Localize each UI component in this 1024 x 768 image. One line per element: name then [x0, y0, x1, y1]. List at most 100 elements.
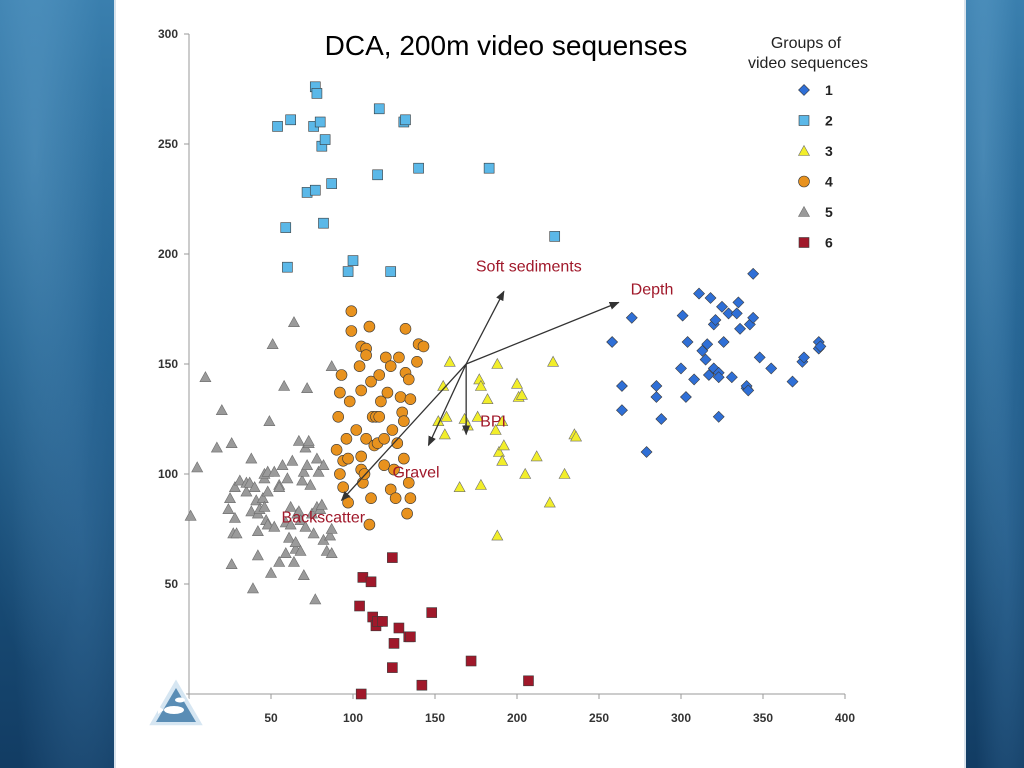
legend-label: 4 — [825, 174, 833, 190]
x-tick-label: 100 — [343, 711, 363, 725]
data-point-group-1 — [704, 292, 717, 304]
data-point-group-6 — [426, 607, 438, 618]
data-point-group-6 — [388, 638, 400, 649]
data-point-group-4 — [365, 375, 377, 388]
data-point-group-1 — [699, 353, 712, 366]
legend: 1 2 3 4 5 6 — [797, 82, 833, 251]
series-group-6 — [354, 552, 534, 700]
data-point-group-4 — [342, 496, 354, 509]
data-point-group-4 — [330, 443, 343, 456]
data-point-group-6 — [387, 662, 398, 673]
y-tick-label: 50 — [165, 577, 179, 591]
data-point-group-5 — [301, 459, 314, 471]
data-point-group-1 — [753, 351, 766, 364]
data-point-group-5 — [228, 481, 241, 493]
data-point-group-4 — [378, 432, 390, 445]
y-tick-label: 300 — [158, 27, 178, 41]
data-point-group-2 — [549, 231, 561, 242]
data-point-group-5 — [294, 544, 307, 556]
data-point-group-1 — [616, 380, 628, 392]
vector-label: Depth — [631, 281, 674, 298]
data-point-group-1 — [616, 404, 628, 417]
data-point-group-3 — [471, 410, 484, 422]
data-point-group-1 — [675, 362, 687, 375]
data-point-group-1 — [650, 380, 663, 392]
data-point-group-1 — [693, 287, 705, 300]
data-point-group-4 — [334, 468, 346, 480]
vector-label: Backscatter — [282, 509, 366, 526]
data-point-group-5 — [266, 338, 279, 350]
data-point-group-6 — [377, 616, 388, 627]
data-point-group-5 — [223, 492, 237, 504]
data-point-group-2 — [326, 178, 337, 189]
data-point-group-5 — [307, 527, 320, 539]
data-point-group-1 — [712, 410, 725, 423]
data-point-group-4 — [360, 432, 372, 445]
data-point-group-5 — [312, 465, 325, 477]
data-point-group-1 — [717, 336, 730, 348]
data-point-group-5 — [251, 549, 264, 561]
legend-label: 5 — [825, 204, 833, 220]
data-point-group-3 — [519, 467, 532, 479]
data-point-group-5 — [292, 434, 305, 446]
data-point-group-5 — [261, 485, 274, 497]
chart-title: DCA, 200m video sequenses — [325, 30, 688, 61]
data-point-group-4 — [384, 360, 397, 373]
data-point-group-5 — [302, 434, 315, 446]
legend-label: 3 — [825, 143, 833, 159]
data-point-group-4 — [402, 373, 415, 386]
series-group-1 — [606, 267, 827, 458]
data-point-group-1 — [681, 336, 694, 348]
data-point-group-1 — [722, 307, 735, 320]
data-point-group-6 — [416, 679, 428, 691]
data-point-group-6 — [393, 622, 405, 634]
data-point-group-2 — [483, 162, 495, 174]
data-point-group-1 — [798, 351, 810, 364]
data-point-group-2 — [319, 134, 331, 145]
data-point-group-4 — [345, 305, 358, 318]
data-point-group-4 — [358, 468, 371, 480]
data-point-group-6 — [387, 552, 398, 563]
data-points — [184, 81, 827, 700]
data-point-group-4 — [337, 481, 349, 494]
data-point-group-4 — [363, 320, 376, 333]
y-tick-label: 150 — [158, 357, 178, 371]
vector-arrow — [427, 363, 467, 447]
data-point-group-5 — [317, 459, 330, 471]
data-point-group-5 — [184, 509, 197, 521]
data-point-group-5 — [279, 547, 292, 559]
legend-marker — [798, 237, 810, 248]
data-point-group-4 — [335, 369, 348, 381]
data-point-group-5 — [284, 518, 297, 530]
data-point-group-5 — [309, 593, 322, 605]
data-point-group-5 — [263, 415, 276, 427]
y-tick-label: 100 — [158, 467, 178, 481]
series-group-5 — [184, 316, 338, 605]
data-point-group-5 — [286, 454, 299, 466]
data-point-group-2 — [372, 169, 383, 181]
data-point-group-4 — [363, 518, 376, 531]
data-point-group-5 — [325, 360, 338, 372]
legend-label: 6 — [825, 235, 833, 251]
data-point-group-3 — [570, 430, 583, 442]
data-point-group-1 — [676, 309, 689, 322]
data-point-group-4 — [379, 351, 392, 364]
data-point-group-1 — [606, 336, 619, 348]
data-point-group-4 — [373, 410, 386, 423]
data-point-group-4 — [398, 452, 410, 465]
data-point-group-4 — [401, 507, 413, 520]
data-point-group-3 — [474, 478, 487, 490]
slide-background-right — [966, 0, 1024, 768]
data-point-group-2 — [282, 261, 293, 273]
data-point-group-4 — [353, 360, 366, 373]
data-point-group-5 — [299, 520, 312, 532]
data-point-group-1 — [679, 391, 692, 403]
data-point-group-5 — [245, 452, 258, 464]
vector-arrow — [465, 301, 620, 365]
data-point-group-2 — [385, 266, 397, 277]
data-point-group-1 — [734, 322, 746, 335]
data-point-group-5 — [256, 492, 269, 504]
data-point-group-1 — [702, 369, 715, 381]
data-point-group-5 — [289, 536, 302, 548]
data-point-group-1 — [640, 446, 653, 458]
